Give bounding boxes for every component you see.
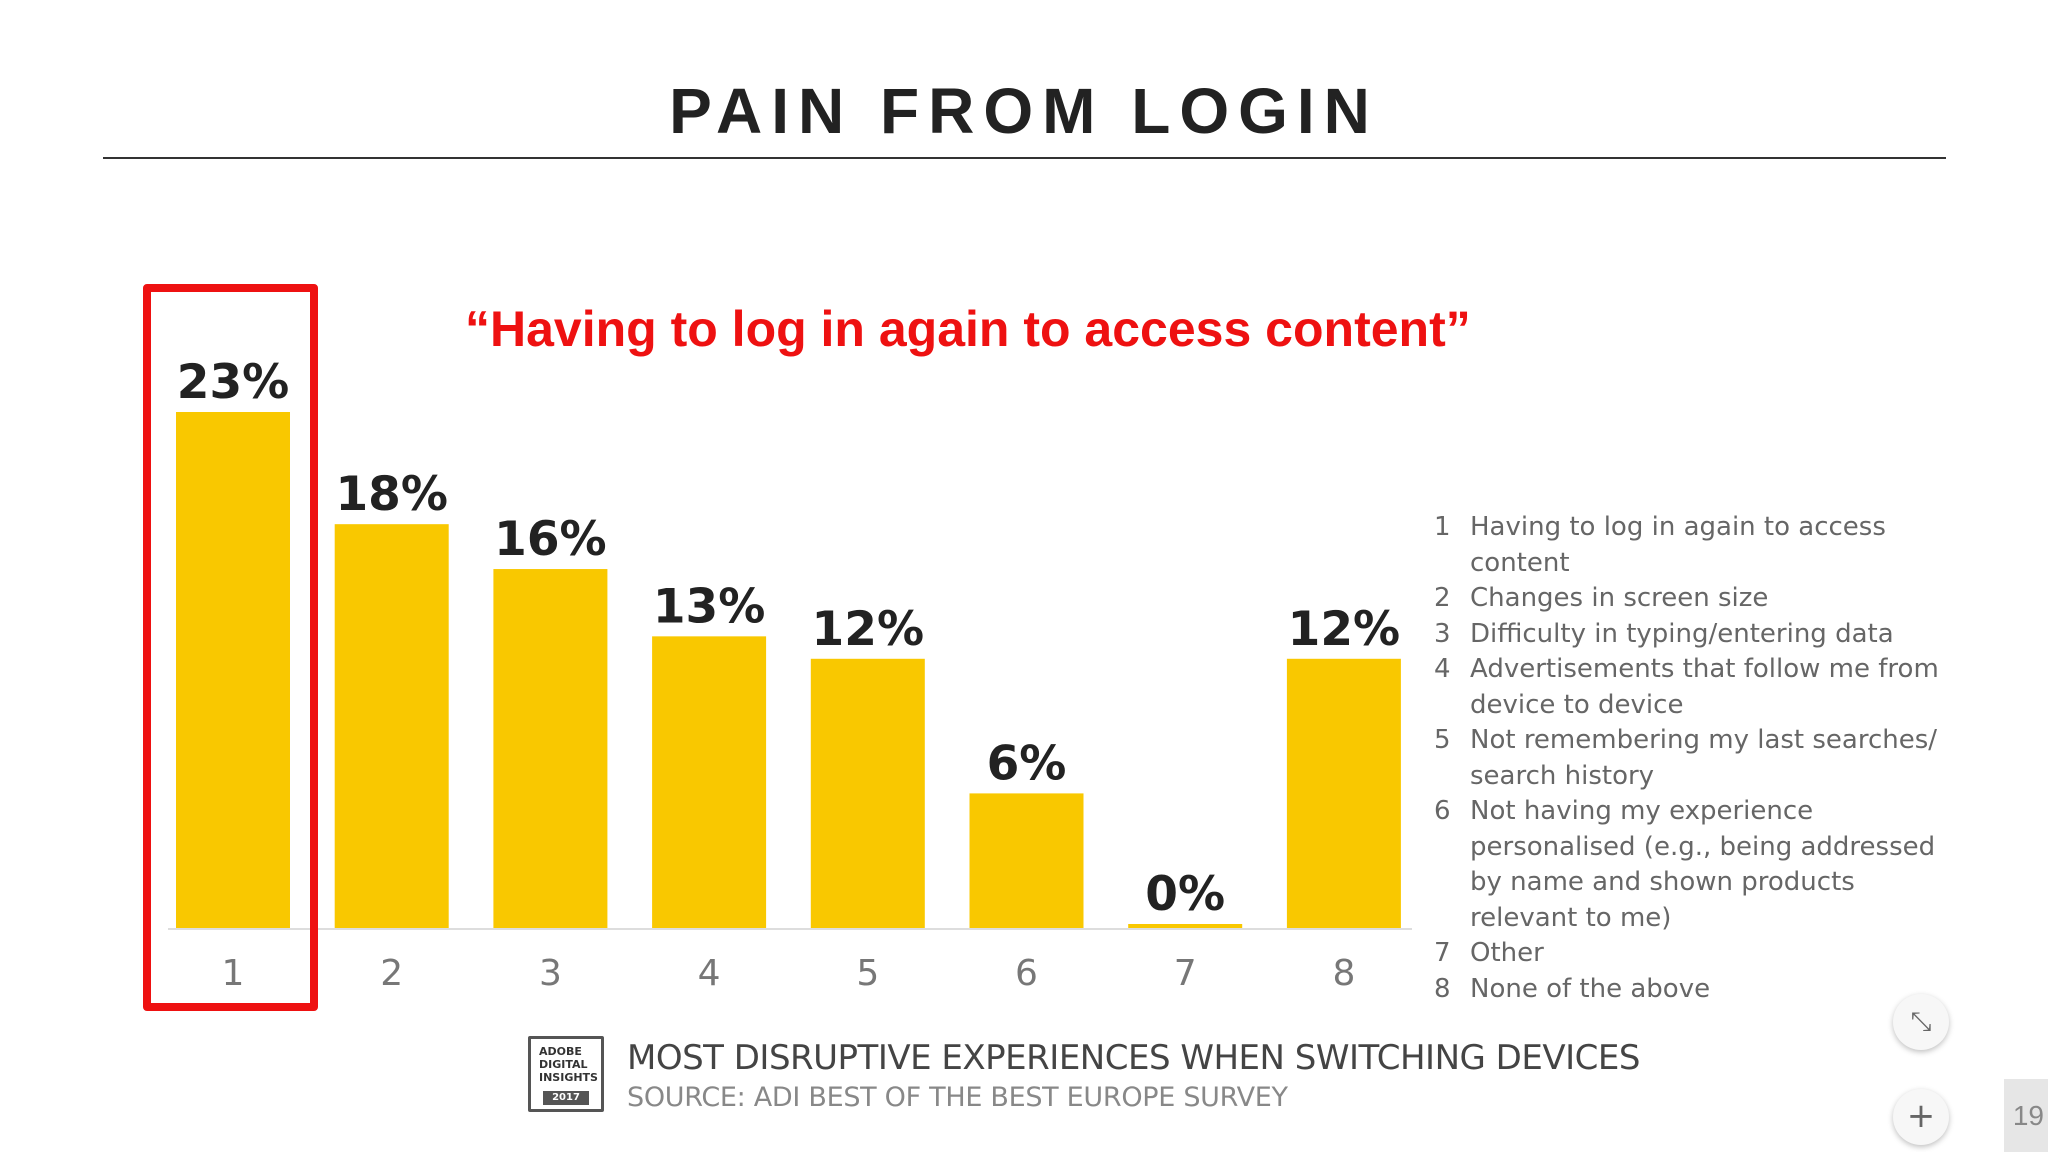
- legend-item-3: 3 Difficulty in typing/entering data: [1434, 617, 1954, 653]
- x-tick-5: 5: [856, 953, 879, 994]
- legend-text: Other: [1470, 938, 1544, 968]
- x-tick-6: 6: [1015, 953, 1038, 994]
- legend-text: Not remembering my last searches/ search…: [1470, 725, 1938, 791]
- bar-7: [1128, 924, 1243, 928]
- data-label-1: 23%: [177, 355, 290, 410]
- collapse-button[interactable]: ⤡: [1893, 994, 1949, 1050]
- legend-text: Difficulty in typing/entering data: [1470, 618, 1894, 649]
- bar-8: [1286, 658, 1401, 928]
- plus-icon: +: [1906, 1096, 1936, 1136]
- legend-number: 5: [1434, 725, 1451, 755]
- legend-item-6: 6 Not having my experience personalised (…: [1434, 794, 1954, 936]
- legend-item-5: 5 Not remembering my last searches/ searc…: [1434, 723, 1954, 794]
- adobe-digital-insights-badge: ADOBE DIGITAL INSIGHTS 2017: [528, 1036, 604, 1112]
- legend-number: 1: [1434, 512, 1451, 542]
- legend-text: Advertisements that follow me from devic…: [1470, 654, 1939, 720]
- x-tick-3: 3: [539, 953, 562, 994]
- legend-number: 3: [1434, 618, 1451, 649]
- legend-item-7: 7 Other: [1434, 936, 1954, 972]
- bar-1: [176, 412, 290, 928]
- x-tick-7: 7: [1174, 953, 1197, 994]
- badge-line-1: ADOBE: [539, 1045, 582, 1058]
- legend-number: 2: [1434, 583, 1451, 613]
- badge-year: 2017: [543, 1091, 589, 1105]
- legend-item-2: 2 Changes in screen size: [1434, 581, 1954, 617]
- legend-text: None of the above: [1470, 973, 1711, 1004]
- highlight-box: [143, 284, 318, 1011]
- legend-item-1: 1 Having to log in again to access conten…: [1434, 510, 1954, 581]
- highlight-quote: “Having to log in again to access conten…: [465, 301, 1471, 357]
- legend-item-8: 8 None of the above: [1434, 972, 1954, 1008]
- bar-4: [652, 636, 767, 928]
- x-tick-2: 2: [380, 953, 403, 994]
- title-divider: [103, 157, 1946, 159]
- data-label-3: 16%: [494, 512, 607, 567]
- data-label-8: 12%: [1288, 602, 1401, 657]
- bar-5: [810, 658, 925, 928]
- bar-2: [334, 524, 449, 928]
- slide-title: PAIN FROM LOGIN: [669, 75, 1379, 147]
- data-label-6: 6%: [987, 736, 1067, 791]
- data-label-2: 18%: [335, 467, 448, 522]
- data-label-4: 13%: [653, 579, 766, 634]
- legend-text: Having to log in again to access content: [1470, 512, 1886, 578]
- legend-number: 7: [1434, 938, 1451, 968]
- chart-legend: 1 Having to log in again to access conten…: [1434, 510, 1954, 1007]
- data-label-7: 0%: [1145, 867, 1225, 922]
- data-label-5: 12%: [812, 602, 925, 657]
- x-tick-4: 4: [698, 953, 721, 994]
- x-tick-1: 1: [222, 953, 245, 994]
- bar-3: [493, 569, 608, 928]
- collapse-icon: ⤡: [1910, 1007, 1932, 1037]
- chart-source: SOURCE: ADI BEST OF THE BEST EUROPE SURV…: [627, 1082, 1288, 1113]
- legend-item-4: 4 Advertisements that follow me from devi…: [1434, 652, 1954, 723]
- legend-number: 4: [1434, 654, 1451, 684]
- legend-text: Changes in screen size: [1470, 583, 1769, 613]
- chart-title: MOST DISRUPTIVE EXPERIENCES WHEN SWITCHI…: [627, 1038, 1640, 1078]
- zoom-in-button[interactable]: +: [1893, 1089, 1949, 1145]
- legend-text: Not having my experience personalised (e…: [1470, 796, 1936, 933]
- legend-number: 8: [1434, 973, 1451, 1004]
- legend-number: 6: [1434, 796, 1451, 826]
- bar-6: [969, 793, 1084, 928]
- x-tick-8: 8: [1332, 953, 1355, 994]
- badge-line-3: INSIGHTS: [539, 1071, 598, 1084]
- badge-line-2: DIGITAL: [539, 1058, 588, 1071]
- page-number: 19: [2004, 1079, 2048, 1152]
